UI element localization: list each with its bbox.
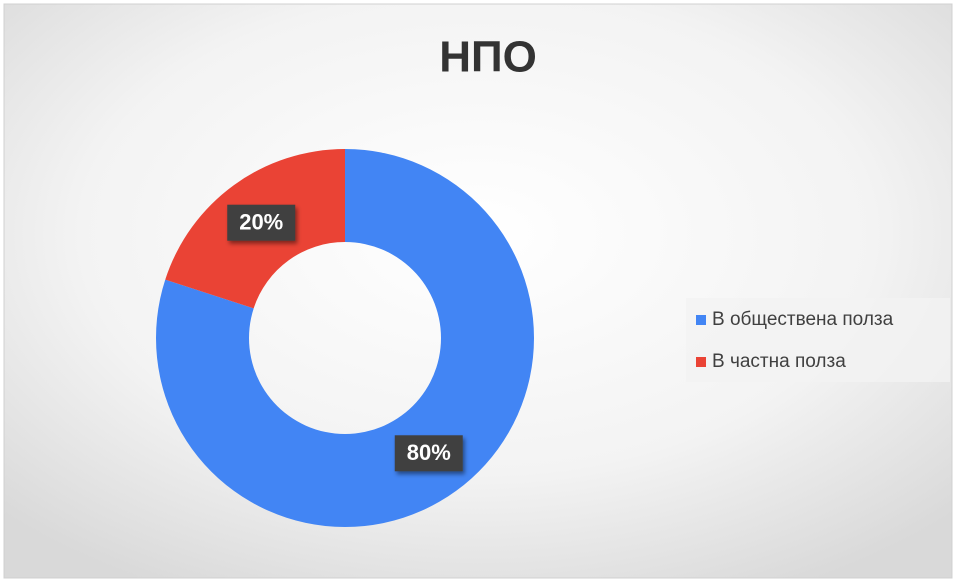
chart-title: НПО <box>439 33 537 82</box>
data-label-box <box>394 435 463 472</box>
data-label: 80% <box>407 440 451 465</box>
donut-segment <box>156 149 534 527</box>
legend-swatch <box>696 357 706 367</box>
legend-box <box>686 298 950 382</box>
data-label-box <box>227 204 296 241</box>
data-label: 20% <box>239 210 283 235</box>
legend-label: В частна полза <box>712 351 846 372</box>
legend-label: В обществена полза <box>712 309 894 330</box>
legend-swatch <box>696 315 706 325</box>
